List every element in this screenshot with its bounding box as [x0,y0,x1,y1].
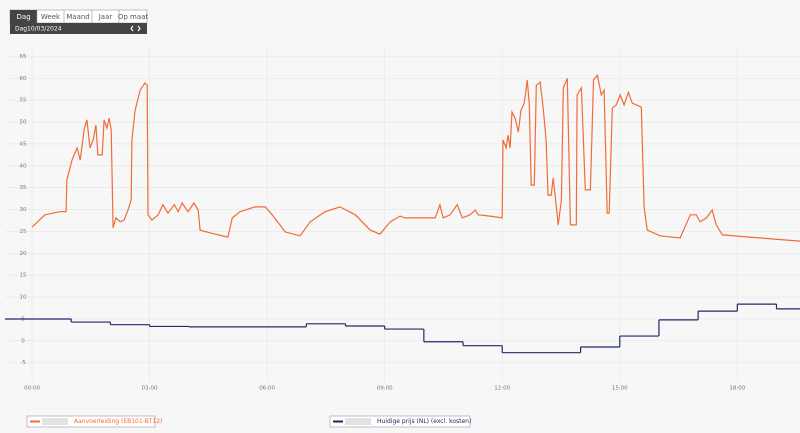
x-tick-label: 03:00 [142,386,158,392]
prev-arrow[interactable] [130,25,134,32]
y-tick-label: 35 [20,185,27,191]
tab-active [10,10,37,23]
y-tick-label: 60 [20,76,27,82]
legend-box[interactable] [329,415,471,428]
y-tick-label: 15 [20,273,27,279]
y-tick-label: 0 [21,338,25,344]
x-tick-label: 09:00 [377,386,393,392]
x-tick-label: 15:00 [612,386,628,392]
legend-box[interactable] [26,415,156,428]
y-tick-label: 10 [20,295,27,301]
y-tick-label: 25 [20,229,27,235]
y-tick-label: 20 [20,251,27,257]
y-tick-label: 45 [20,141,27,147]
tab[interactable]: Op maat [118,13,149,21]
x-tick-label: 12:00 [494,386,510,392]
period-label: Dag [15,26,27,33]
tab[interactable]: Dag [16,13,30,21]
date-bar [10,23,147,34]
line [31,73,800,242]
x-tick-label: 00:00 [24,386,40,392]
legend-icon [345,418,371,425]
y-tick-label: 55 [20,98,27,104]
legend-icon [42,418,68,425]
y-tick-label: 50 [20,120,27,126]
tab[interactable]: Maand [66,13,90,21]
y-tick-label: -5 [20,360,26,366]
y-tick-label: 65 [20,54,27,60]
date: 10/03/2024 [27,26,62,33]
tab[interactable]: Jaar [98,13,113,21]
x-tick-label: 18:00 [729,386,745,392]
tab[interactable]: Week [41,13,61,21]
legend-label: Aanvoerleiding (EB101-BT12) [74,418,162,425]
next-arrow[interactable] [137,25,141,32]
legend-label: Huidige prijs (NL) (excl. kosten) [377,418,471,425]
x-tick-label: 06:00 [259,386,275,392]
y-tick-label: 40 [20,163,27,169]
y-tick-label: 30 [20,207,27,213]
